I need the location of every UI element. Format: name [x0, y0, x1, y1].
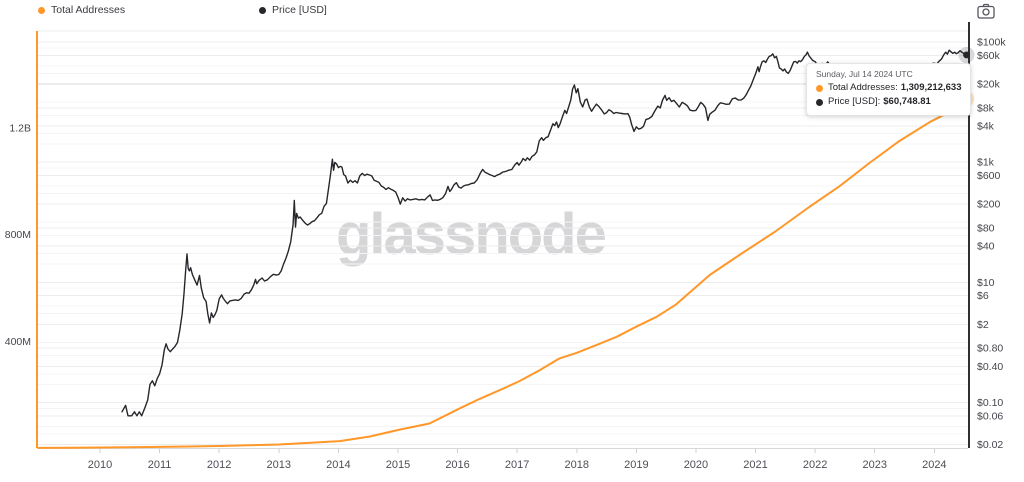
legend-item-total-addresses[interactable]: Total Addresses	[38, 3, 125, 17]
y-left-tick-label: 1.2B	[9, 123, 31, 135]
camera-icon	[977, 3, 995, 19]
legend-label: Price [USD]	[272, 4, 327, 16]
tooltip-label: Total Addresses:	[828, 82, 898, 93]
x-tick-label: 2011	[148, 459, 172, 471]
y-right-tick-label: $0.06	[977, 410, 1003, 422]
x-tick-label: 2021	[743, 459, 767, 471]
x-tick-label: 2015	[386, 459, 410, 471]
y-left-tick-label: 800M	[5, 229, 31, 241]
tooltip-label: Price [USD]:	[828, 96, 881, 107]
tooltip-row-total-addresses: Total Addresses: 1,309,212,633	[816, 81, 961, 95]
tooltip-date: Sunday, Jul 14 2024 UTC	[816, 69, 913, 79]
y-right-tick-label: $200	[977, 199, 1001, 211]
camera-button[interactable]	[976, 2, 996, 20]
y-right-tick-label: $0.40	[977, 361, 1003, 373]
tooltip-row-price: Price [USD]: $60,748.81	[816, 95, 961, 109]
total-addresses-line	[37, 97, 968, 449]
hover-tooltip: Sunday, Jul 14 2024 UTC Total Addresses:…	[806, 63, 972, 116]
legend-label: Total Addresses	[51, 4, 126, 16]
y-right-tick-label: $0.80	[977, 343, 1003, 355]
y-right-tick-label: $1k	[977, 157, 995, 169]
y-right-tick-label: $60k	[977, 50, 1001, 62]
y-right-tick-label: $80	[977, 223, 995, 235]
y-right-tick-label: $600	[977, 170, 1001, 182]
x-tick-label: 2018	[565, 459, 589, 471]
legend-item-price-usd[interactable]: Price [USD]	[259, 3, 327, 17]
y-right-tick-label: $4k	[977, 120, 995, 132]
y-right-tick-label: $100k	[977, 36, 1006, 48]
y-right-tick-label: $20k	[977, 78, 1001, 90]
x-tick-label: 2017	[505, 459, 529, 471]
tooltip-value: 1,309,212,633	[900, 82, 962, 93]
price-usd-dot-icon	[259, 6, 266, 14]
x-tick-label: 2016	[445, 459, 469, 471]
y-right-tick-label: $6	[977, 290, 989, 302]
x-tick-label: 2014	[326, 459, 350, 471]
x-tick-label: 2012	[207, 459, 231, 471]
price-usd-dot-icon	[816, 98, 823, 106]
y-right-tick-label: $0.10	[977, 397, 1003, 409]
x-tick-label: 2022	[803, 459, 827, 471]
x-tick-label: 2023	[862, 459, 886, 471]
x-tick-label: 2013	[267, 459, 291, 471]
y-right-tick-label: $40	[977, 241, 995, 253]
price-marker-dot	[963, 51, 970, 59]
total-addresses-dot-icon	[38, 6, 45, 14]
total-addresses-dot-icon	[816, 84, 823, 92]
y-right-tick-label: $8k	[977, 102, 995, 114]
x-tick-label: 2019	[624, 459, 648, 471]
y-left-tick-label: 400M	[5, 336, 31, 348]
y-right-tick-label: $10	[977, 277, 995, 289]
x-tick-label: 2024	[922, 459, 946, 471]
y-right-tick-label: $0.02	[977, 439, 1003, 451]
tooltip-value: $60,748.81	[883, 96, 931, 107]
x-tick-label: 2010	[88, 459, 112, 471]
y-right-tick-label: $2	[977, 319, 989, 331]
x-tick-label: 2020	[684, 459, 708, 471]
